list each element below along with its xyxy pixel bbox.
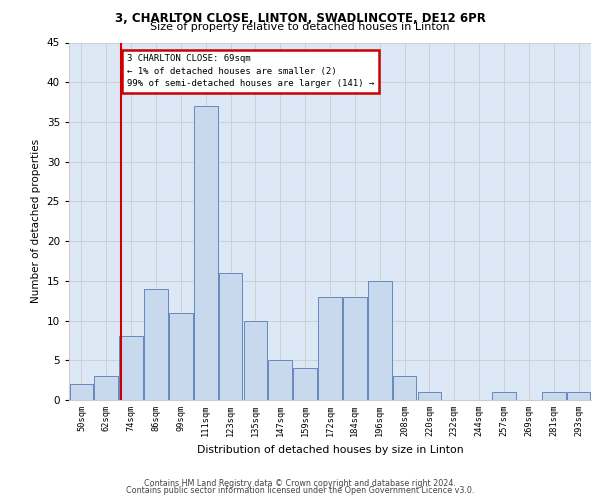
- Bar: [144, 289, 168, 400]
- Bar: [194, 106, 218, 400]
- Text: Contains public sector information licensed under the Open Government Licence v3: Contains public sector information licen…: [126, 486, 474, 495]
- Bar: [343, 296, 367, 400]
- Bar: [268, 360, 292, 400]
- Bar: [219, 273, 242, 400]
- Bar: [542, 392, 566, 400]
- Text: 3 CHARLTON CLOSE: 69sqm
← 1% of detached houses are smaller (2)
99% of semi-deta: 3 CHARLTON CLOSE: 69sqm ← 1% of detached…: [127, 54, 374, 88]
- Bar: [418, 392, 441, 400]
- Bar: [244, 320, 267, 400]
- Bar: [293, 368, 317, 400]
- Text: Size of property relative to detached houses in Linton: Size of property relative to detached ho…: [150, 22, 450, 32]
- Text: 3, CHARLTON CLOSE, LINTON, SWADLINCOTE, DE12 6PR: 3, CHARLTON CLOSE, LINTON, SWADLINCOTE, …: [115, 12, 485, 26]
- Bar: [393, 376, 416, 400]
- Text: Contains HM Land Registry data © Crown copyright and database right 2024.: Contains HM Land Registry data © Crown c…: [144, 478, 456, 488]
- Bar: [492, 392, 516, 400]
- Y-axis label: Number of detached properties: Number of detached properties: [31, 139, 41, 304]
- Bar: [567, 392, 590, 400]
- Bar: [318, 296, 342, 400]
- X-axis label: Distribution of detached houses by size in Linton: Distribution of detached houses by size …: [197, 444, 463, 454]
- Bar: [70, 384, 93, 400]
- Bar: [94, 376, 118, 400]
- Bar: [169, 312, 193, 400]
- Bar: [119, 336, 143, 400]
- Bar: [368, 281, 392, 400]
